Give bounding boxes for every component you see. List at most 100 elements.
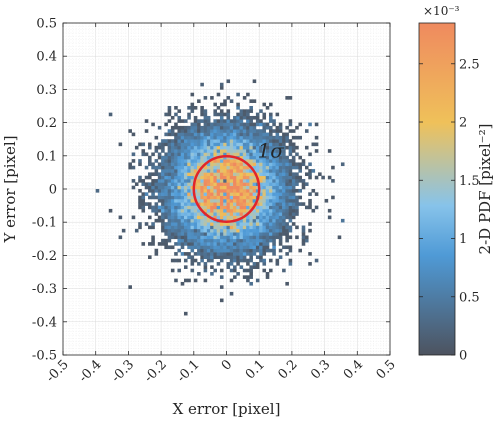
histogram-cell [252,212,257,216]
histogram-cell [183,202,188,206]
histogram-cell [285,281,289,286]
histogram-cell [226,235,231,240]
histogram-cell [148,155,152,160]
histogram-cell [226,132,231,137]
histogram-cell [226,232,231,236]
histogram-cell [291,185,296,190]
histogram-cell [301,225,306,230]
histogram-cell [161,142,165,147]
histogram-cell [203,242,208,246]
histogram-cell [269,145,273,150]
histogram-cell [174,235,178,240]
histogram-cell [226,192,231,196]
histogram-cell [190,242,195,246]
histogram-cell [239,182,244,186]
histogram-cell [206,248,211,253]
histogram-cell [311,142,316,147]
histogram-cell [229,169,234,173]
histogram-cell [193,189,198,193]
histogram-cell [193,185,198,190]
histogram-cell [298,189,303,193]
histogram-cell [144,152,149,157]
histogram-cell [255,262,260,266]
histogram-cell [223,245,227,250]
histogram-cell [183,311,188,316]
histogram-cell [187,189,191,193]
histogram-cell [177,125,182,130]
histogram-cell [151,205,155,210]
histogram-cell [272,205,276,210]
histogram-cell [203,222,208,226]
histogram-cell [203,192,208,196]
histogram-cell [233,215,237,220]
histogram-cells [95,79,345,316]
histogram-cell [308,175,312,180]
histogram-cell [242,125,247,130]
histogram-cell [272,198,276,203]
histogram-cell [223,228,227,233]
histogram-cell [239,202,244,206]
histogram-cell [262,139,267,143]
histogram-cell [216,238,221,243]
colorbar-exponent: ×10⁻³ [423,4,460,18]
histogram-cell [242,142,247,147]
histogram-cell [206,142,211,147]
histogram-cell [206,182,211,186]
histogram-cell [210,265,214,269]
histogram-cell [193,208,198,213]
histogram-cell [295,235,299,240]
histogram-cell [216,205,221,210]
histogram-cell [180,155,185,160]
histogram-cell [183,155,188,160]
histogram-cell [233,175,237,180]
histogram-cell [154,135,159,140]
histogram-cell [190,218,195,223]
histogram-cell [265,172,270,177]
histogram-cell [275,162,280,167]
histogram-cell [219,205,224,210]
histogram-cell [203,129,208,133]
histogram-cell [259,202,263,206]
histogram-cell [282,202,286,206]
histogram-cell [223,232,227,236]
histogram-cell [295,205,299,210]
histogram-cell [164,122,168,127]
histogram-cell [177,139,182,143]
histogram-cell [203,132,208,137]
histogram-cell [203,112,208,117]
y-tick-label: 0.5 [36,17,57,32]
histogram-cell [187,255,191,260]
histogram-cell [203,232,208,236]
histogram-cell [272,179,276,183]
histogram-cell [239,122,244,127]
histogram-cell [183,242,188,246]
histogram-cell [200,215,204,220]
histogram-cell [252,125,257,130]
histogram-cell [282,215,286,220]
histogram-cell [249,228,253,233]
histogram-cell [219,228,224,233]
histogram-cell [285,222,289,226]
histogram-cell [226,185,231,190]
histogram-cell [259,165,263,170]
histogram-cell [223,235,227,240]
histogram-cell [275,205,280,210]
histogram-cell [272,139,276,143]
histogram-cell [223,162,227,167]
histogram-cell [174,149,178,153]
histogram-cell [206,222,211,226]
histogram-cell [265,192,270,196]
histogram-cell [226,182,231,186]
histogram-cell [226,252,231,256]
histogram-cell [200,145,204,150]
histogram-cell [210,208,214,213]
histogram-cell [193,149,198,153]
histogram-cell [200,152,204,157]
histogram-cell [246,165,250,170]
histogram-cell [304,145,309,150]
histogram-cell [259,155,263,160]
histogram-cell [278,202,283,206]
histogram-cell [138,159,142,163]
histogram-cell [249,252,253,256]
histogram-cell [154,172,159,177]
